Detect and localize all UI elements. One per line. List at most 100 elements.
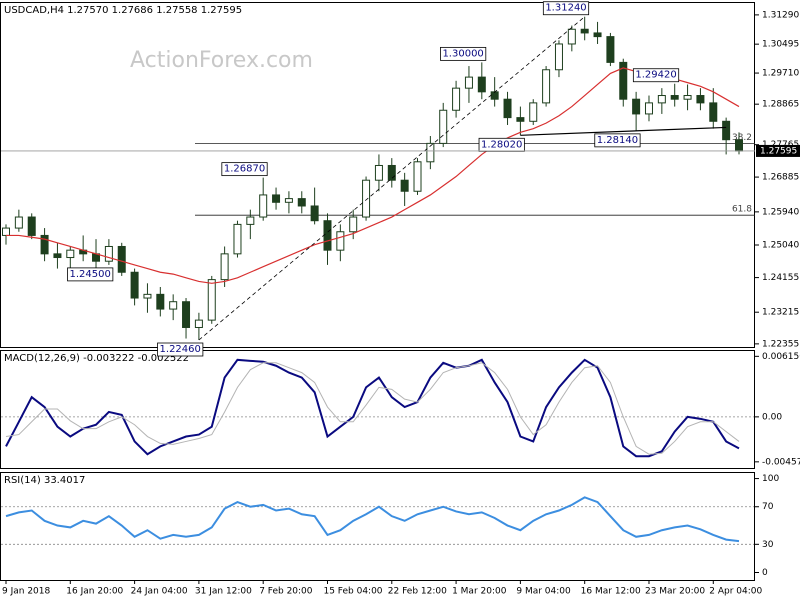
annotation-label: 1.28140 xyxy=(597,135,638,146)
candle-body xyxy=(683,95,692,100)
candle-body xyxy=(66,249,75,259)
x-tick-label: 23 Mar 20:00 xyxy=(645,587,705,597)
series-line xyxy=(5,496,740,543)
price-annotation: 1.30000 xyxy=(440,46,487,61)
candle-body xyxy=(297,198,306,207)
macd-panel xyxy=(0,350,755,469)
annotation-box xyxy=(594,133,641,148)
x-tick-label: 15 Feb 04:00 xyxy=(323,587,382,597)
x-tick-label: 16 Jan 20:00 xyxy=(66,587,123,597)
annotation-label: 1.29420 xyxy=(635,70,676,81)
candle-body xyxy=(336,231,345,251)
y-tick-label: 100 xyxy=(762,474,779,484)
y-tick-label: 1.26885 xyxy=(762,173,799,183)
candle-body xyxy=(143,293,152,299)
y-tick-label: -0.004573 xyxy=(762,457,800,467)
candle-body xyxy=(220,253,229,281)
candle-body xyxy=(284,198,293,203)
candle-body xyxy=(2,227,10,236)
candle-body xyxy=(117,245,126,273)
annotation-box xyxy=(632,68,680,83)
candle-body xyxy=(696,95,705,104)
candle-body xyxy=(619,61,628,100)
candle-body xyxy=(259,194,268,218)
y-tick-label: 1.22355 xyxy=(762,339,799,349)
candle-body xyxy=(477,76,486,93)
candle-body xyxy=(464,76,473,89)
candle-body xyxy=(349,216,358,233)
y-tick-label: 0.006156 xyxy=(762,352,800,362)
y-tick-label: 1.23215 xyxy=(762,308,799,318)
candle-body xyxy=(194,319,203,328)
x-tick-label: 9 Mar 04:00 xyxy=(516,587,571,597)
y-tick-label: 70 xyxy=(762,502,774,512)
price-annotation: 1.26870 xyxy=(221,162,268,177)
candle-body xyxy=(709,102,718,122)
candle-body xyxy=(40,234,49,255)
candle-body xyxy=(567,28,576,45)
annotation-box xyxy=(221,162,268,177)
candle-body xyxy=(503,98,512,119)
price-annotation: 1.31240 xyxy=(542,1,590,16)
price-panel xyxy=(0,2,755,348)
annotation-box xyxy=(440,46,487,61)
candle-body xyxy=(554,43,563,71)
macd-title: MACD(12,26,9) -0.003222 -0.002522 xyxy=(4,353,189,364)
candle-body xyxy=(387,164,396,181)
candle-body xyxy=(670,95,679,100)
candle-body xyxy=(182,301,191,328)
candle-body xyxy=(735,139,743,152)
candle-body xyxy=(606,36,615,63)
candle-body xyxy=(246,216,255,225)
price-annotation: 1.28140 xyxy=(594,133,641,148)
fibo-label: 61.8 xyxy=(732,205,752,215)
annotation-label: 1.26870 xyxy=(224,164,265,175)
y-tick-label: 1.31290 xyxy=(762,10,799,20)
price-annotation: 1.24500 xyxy=(67,267,114,282)
x-tick-label: 16 Mar 12:00 xyxy=(581,587,641,597)
annotation-box xyxy=(67,267,114,282)
x-tick-label: 7 Feb 20:00 xyxy=(259,587,313,597)
price-annotation: 1.22460 xyxy=(157,342,204,357)
candle-body xyxy=(400,179,409,192)
x-tick-label: 9 Jan 2018 xyxy=(2,587,50,597)
x-tick-label: 2 Apr 04:00 xyxy=(709,587,762,597)
candle-body xyxy=(644,102,653,115)
y-tick-label: 1.25940 xyxy=(762,207,799,217)
candle-body xyxy=(657,95,666,104)
candle-body xyxy=(27,216,36,236)
candle-body xyxy=(516,117,525,122)
watermark: ActionForex.com xyxy=(130,48,313,73)
candle-body xyxy=(104,245,113,262)
rsi-title: RSI(14) 33.4017 xyxy=(4,475,85,486)
candle-body xyxy=(542,69,551,104)
annotation-label: 1.24500 xyxy=(70,269,111,280)
moving-average xyxy=(6,67,740,284)
annotation-label: 1.31240 xyxy=(545,3,586,14)
candle-body xyxy=(452,87,461,111)
candle-body xyxy=(413,161,422,192)
last-price-label: 1.27595 xyxy=(760,146,797,156)
candle-body xyxy=(169,301,178,310)
series-line xyxy=(5,358,740,458)
candle-body xyxy=(722,120,731,141)
last-price-box xyxy=(756,144,800,157)
candle-body xyxy=(580,28,589,34)
neckline xyxy=(520,126,727,136)
candle-body xyxy=(632,98,641,115)
y-tick-label: 1.24155 xyxy=(762,273,799,283)
candle-body xyxy=(130,271,139,299)
price-title: USDCAD,H4 1.27570 1.27686 1.27558 1.2759… xyxy=(4,5,242,16)
price-annotation: 1.28020 xyxy=(478,137,525,152)
candle-body xyxy=(207,279,216,321)
candle-body xyxy=(439,109,448,144)
candle-body xyxy=(362,179,371,218)
y-tick-label: 0 xyxy=(762,568,768,578)
y-tick-label: 0.00 xyxy=(762,412,782,422)
candle-body xyxy=(593,32,602,38)
annotation-box xyxy=(542,1,590,16)
candle-body xyxy=(53,253,62,259)
candle-body xyxy=(310,205,319,222)
y-tick-label: 1.29710 xyxy=(762,69,799,79)
